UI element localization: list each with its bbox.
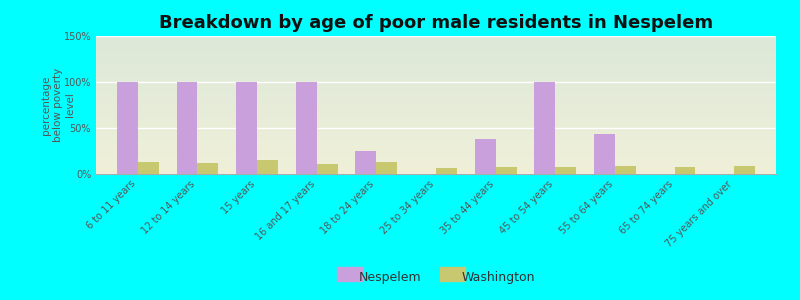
Bar xyxy=(257,160,278,174)
Bar xyxy=(534,82,555,174)
Bar xyxy=(674,167,695,174)
Bar xyxy=(138,162,158,174)
Bar xyxy=(198,163,218,174)
Bar xyxy=(355,151,376,174)
Bar xyxy=(317,164,338,174)
Bar xyxy=(496,167,517,174)
Legend: Nespelem, Washington: Nespelem, Washington xyxy=(332,266,540,289)
Bar xyxy=(376,162,398,174)
Bar xyxy=(734,166,755,174)
Bar xyxy=(555,167,576,174)
Title: Breakdown by age of poor male residents in Nespelem: Breakdown by age of poor male residents … xyxy=(159,14,713,32)
Bar xyxy=(117,82,138,174)
Bar xyxy=(474,139,496,174)
Bar xyxy=(296,82,317,174)
Bar xyxy=(436,168,457,174)
Bar xyxy=(594,134,615,174)
Bar xyxy=(236,82,257,174)
Bar xyxy=(177,82,198,174)
Y-axis label: percentage
below poverty
level: percentage below poverty level xyxy=(42,68,74,142)
Bar xyxy=(615,166,636,174)
